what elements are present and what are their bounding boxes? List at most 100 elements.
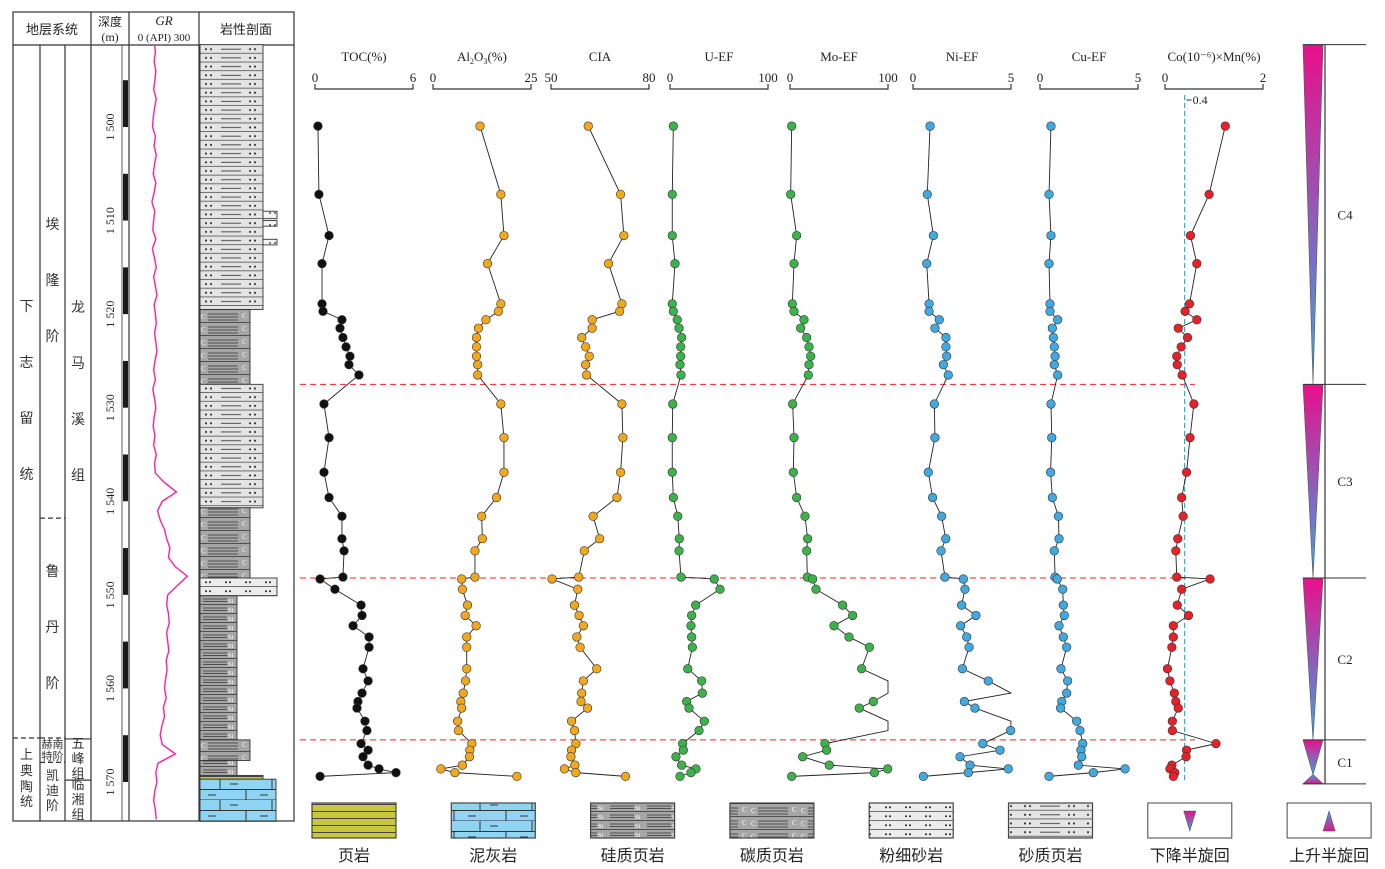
depth-scale-segment	[123, 360, 128, 408]
data-point	[667, 299, 677, 309]
data-point	[1088, 768, 1098, 778]
strat-label-formations: 龙马溪组	[71, 299, 85, 484]
lithology-layer-shale	[199, 774, 264, 780]
data-point	[1053, 315, 1063, 325]
legend-label: 泥灰岩	[469, 846, 517, 865]
data-point	[319, 467, 329, 477]
series-line	[1048, 126, 1126, 777]
data-point	[667, 433, 677, 443]
data-point	[941, 332, 951, 343]
data-point	[462, 664, 472, 674]
data-point	[1053, 370, 1063, 380]
data-point	[1211, 739, 1221, 749]
data-point	[575, 642, 585, 652]
track-cia: CIA 50 80	[545, 49, 656, 781]
legend-item-siltstone: 粉细砂岩	[868, 802, 954, 865]
data-point	[955, 752, 965, 762]
strat-label-stages: 赫南特阶	[41, 738, 64, 763]
depth-scale-segment	[123, 267, 128, 315]
data-point	[676, 351, 686, 361]
data-point	[691, 600, 701, 610]
data-point	[578, 676, 588, 686]
data-point	[937, 511, 947, 521]
legend-item-falling: 下降半旋回	[1147, 802, 1233, 865]
data-point	[615, 467, 626, 477]
data-point	[959, 696, 969, 707]
data-point	[965, 760, 975, 770]
header-lithology: 岩性剖面	[220, 23, 272, 38]
data-point	[1047, 323, 1057, 333]
data-point	[1184, 299, 1195, 309]
track-title: Co(10⁻⁶)×Mn(%)	[1167, 49, 1260, 64]
data-point	[940, 572, 950, 582]
data-point	[788, 399, 798, 409]
cycle-label: C2	[1337, 652, 1352, 667]
data-point	[473, 323, 484, 333]
data-point	[330, 584, 340, 594]
data-point	[457, 574, 467, 584]
data-point	[925, 121, 935, 131]
lithology-layer-carbonaceous-shale	[199, 739, 251, 761]
data-point	[715, 584, 725, 594]
data-point	[1185, 433, 1195, 443]
data-point	[617, 399, 627, 409]
data-point	[667, 189, 677, 199]
data-point	[356, 739, 366, 749]
data-point	[357, 688, 367, 698]
data-point	[1162, 664, 1173, 674]
data-point	[792, 230, 802, 241]
data-point	[1046, 230, 1056, 241]
data-point	[1192, 315, 1202, 325]
data-point	[358, 664, 368, 674]
data-point	[799, 315, 809, 325]
data-point	[477, 534, 487, 544]
data-point	[803, 370, 813, 380]
data-point	[571, 739, 581, 749]
data-point	[1177, 584, 1187, 594]
axis-line	[1039, 84, 1139, 90]
data-point	[462, 600, 473, 610]
data-point	[569, 600, 580, 610]
axis-tick-label: 0	[910, 70, 917, 85]
data-point	[1077, 752, 1087, 762]
data-point	[1052, 574, 1062, 584]
data-point	[1072, 716, 1082, 726]
data-point	[1054, 621, 1064, 631]
data-point	[584, 351, 594, 361]
data-point	[1062, 688, 1072, 698]
data-point	[929, 399, 939, 409]
track-co-10-mn-: Co(10⁻⁶)×Mn(%) 0 2 0.4	[1162, 49, 1266, 782]
data-point	[675, 360, 685, 370]
legend-label: 砂质页岩	[1018, 846, 1082, 865]
data-point	[677, 760, 687, 770]
data-point	[970, 703, 980, 713]
strat-table	[12, 11, 295, 822]
data-point	[672, 315, 682, 325]
data-point	[579, 546, 589, 556]
data-point	[844, 632, 854, 642]
data-point	[676, 342, 686, 352]
data-point	[1168, 621, 1178, 631]
data-point	[337, 315, 347, 325]
lithology-column	[199, 44, 278, 822]
strat-label-formations: 五峰组	[71, 737, 85, 783]
data-point	[1050, 351, 1060, 361]
data-point	[1181, 467, 1192, 477]
data-point	[1075, 725, 1085, 736]
data-point	[824, 760, 834, 770]
data-point	[800, 511, 810, 521]
depth-tick-label: 1 540	[103, 488, 117, 515]
data-point	[786, 189, 796, 199]
data-point	[318, 306, 328, 316]
legend-swatch	[1007, 802, 1094, 839]
data-point	[324, 433, 334, 443]
data-point	[477, 511, 487, 521]
data-point	[796, 323, 806, 333]
strat-label-formations: 临湘组	[71, 778, 85, 824]
data-point	[918, 771, 928, 781]
data-point	[1058, 584, 1068, 594]
data-point	[802, 332, 812, 343]
data-point	[436, 764, 446, 774]
data-point	[574, 572, 584, 582]
data-point	[676, 572, 686, 582]
